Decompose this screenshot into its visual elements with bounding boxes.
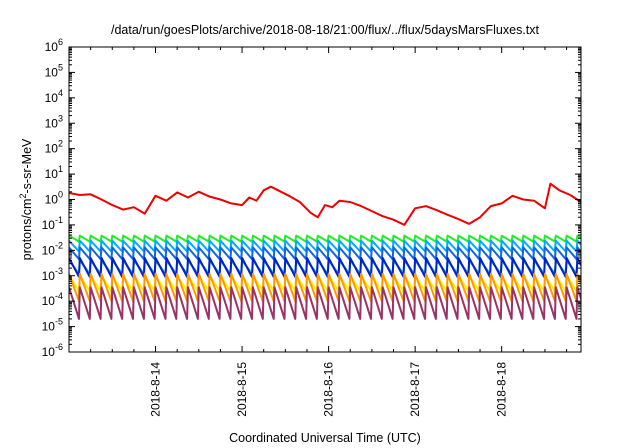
x-tick-labels: 2018-8-14 2018-8-15 2018-8-16 2018-8-17 2018…	[149, 362, 509, 417]
ticks-layer	[69, 46, 581, 353]
x-tick-label: 2018-8-16	[322, 362, 336, 417]
series-line-7	[69, 272, 581, 303]
y-tick-label: 105	[45, 62, 63, 79]
series-line-5	[69, 257, 581, 278]
y-axis-title: protons/cm2-s-sr-MeV	[18, 138, 34, 260]
series-line-1	[69, 234, 581, 243]
y-tick-label: 10-3	[42, 266, 63, 283]
y-tick-label: 106	[45, 37, 63, 54]
y-tick-label: 104	[45, 88, 63, 105]
y-tick-label: 103	[45, 113, 63, 130]
x-tick-label: 2018-8-14	[149, 362, 163, 417]
y-tick-label: 10-2	[42, 240, 63, 257]
chart-title: /data/run/goesPlots/archive/2018-08-18/2…	[111, 23, 540, 37]
x-tick-label: 2018-8-17	[408, 362, 422, 417]
x-tick-label: 2018-8-15	[235, 362, 249, 417]
x-axis-title: Coordinated Universal Time (UTC)	[229, 431, 421, 445]
series-line-3	[69, 246, 581, 261]
y-tick-label: 10-1	[42, 215, 63, 232]
series-line-2	[69, 239, 581, 253]
y-tick-label: 10-6	[42, 342, 63, 359]
series-line-8	[69, 286, 581, 320]
y-axis-title-prefix: protons/cm	[20, 199, 34, 261]
y-tick-label: 10-5	[42, 317, 63, 334]
y-axis-title-suffix: -s-sr-MeV	[20, 138, 34, 194]
y-tick-label: 101	[45, 164, 63, 181]
series-line-0	[69, 182, 581, 226]
y-tick-label: 100	[45, 190, 63, 207]
series-layer	[69, 182, 581, 320]
y-axis-title-sup: 2	[18, 194, 28, 199]
y-tick-labels: 10-6 10-5 10-4 10-3 10-2 10-1 100 101 102 103 104 1…	[42, 37, 63, 359]
y-tick-label: 10-4	[42, 291, 63, 308]
x-tick-label: 2018-8-18	[495, 362, 509, 417]
y-tick-label: 102	[45, 139, 63, 156]
